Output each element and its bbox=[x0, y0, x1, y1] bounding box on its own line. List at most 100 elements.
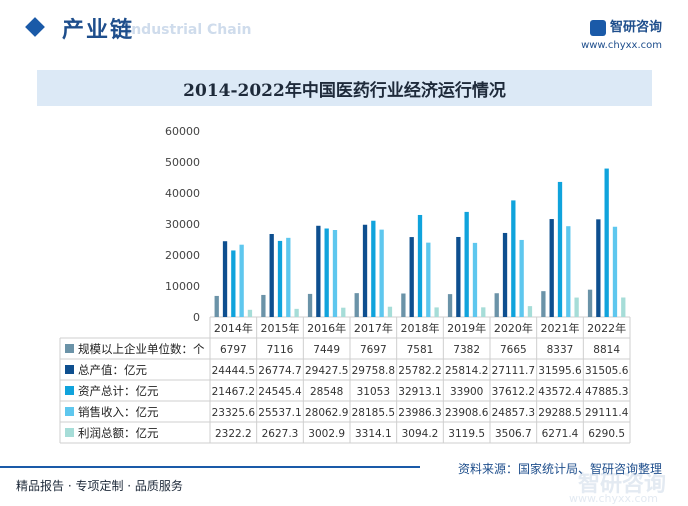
data-label: 25782.2 bbox=[398, 365, 441, 377]
bar bbox=[596, 219, 601, 317]
data-label: 29111.4 bbox=[585, 407, 629, 419]
bar bbox=[612, 226, 618, 317]
y-tick-label: 10000 bbox=[165, 280, 200, 293]
bar bbox=[502, 232, 508, 317]
data-label: 3314.1 bbox=[355, 428, 392, 440]
data-label: 32913.1 bbox=[398, 386, 441, 398]
data-label: 33900 bbox=[450, 386, 483, 398]
bar bbox=[494, 293, 499, 317]
data-label: 23908.6 bbox=[445, 407, 489, 419]
brand-name: 智研咨询 bbox=[609, 20, 662, 35]
bar bbox=[434, 307, 439, 317]
data-label: 29758.8 bbox=[352, 365, 395, 377]
bar bbox=[566, 226, 571, 317]
data-label: 7449 bbox=[313, 344, 340, 356]
series-name: 总产值：亿元 bbox=[78, 363, 147, 377]
data-label: 25537.1 bbox=[258, 407, 301, 419]
x-category-label: 2021年 bbox=[541, 321, 580, 335]
data-label: 24857.3 bbox=[492, 407, 535, 419]
legend-swatch bbox=[65, 365, 74, 374]
data-label: 3094.2 bbox=[402, 428, 439, 440]
data-label: 23325.6 bbox=[212, 407, 256, 419]
data-label: 27111.7 bbox=[492, 365, 535, 377]
data-label: 3002.9 bbox=[308, 428, 345, 440]
bar bbox=[387, 306, 393, 317]
bar bbox=[222, 241, 228, 317]
bar bbox=[464, 211, 469, 317]
bar bbox=[541, 291, 546, 317]
x-category-label: 2020年 bbox=[494, 321, 533, 335]
data-label: 7116 bbox=[267, 344, 294, 356]
legend-swatch bbox=[65, 344, 74, 353]
data-label: 3119.5 bbox=[448, 428, 485, 440]
bar bbox=[277, 240, 283, 317]
brand: 智研咨询 bbox=[589, 16, 662, 36]
y-tick-label: 60000 bbox=[165, 125, 200, 138]
bar bbox=[379, 229, 384, 317]
bar bbox=[527, 306, 533, 317]
y-tick-label: 20000 bbox=[165, 249, 200, 262]
brand-logo-icon bbox=[589, 19, 606, 36]
data-label: 28185.5 bbox=[352, 407, 395, 419]
header: Industrial Chain 产业链 智研咨询 www.chyxx.com bbox=[0, 0, 688, 62]
data-label: 6271.4 bbox=[542, 428, 579, 440]
bar bbox=[549, 219, 554, 317]
data-label: 26774.7 bbox=[258, 365, 301, 377]
data-label: 24444.5 bbox=[212, 365, 255, 377]
bar bbox=[354, 293, 359, 317]
data-label: 24545.4 bbox=[258, 386, 302, 398]
bar bbox=[587, 289, 593, 317]
data-label: 2322.2 bbox=[215, 428, 252, 440]
data-label: 6290.5 bbox=[588, 428, 625, 440]
section-subtitle: Industrial Chain bbox=[126, 22, 252, 38]
bar bbox=[362, 224, 368, 317]
x-category-label: 2015年 bbox=[261, 321, 300, 335]
bar bbox=[409, 237, 414, 317]
chart-title-bar: 2014-2022年中国医药行业经济运行情况 bbox=[37, 70, 652, 106]
data-label: 31595.6 bbox=[538, 365, 582, 377]
series-name: 资产总计：亿元 bbox=[78, 384, 159, 398]
data-label: 31053 bbox=[357, 386, 390, 398]
x-category-label: 2022年 bbox=[587, 321, 626, 335]
data-label: 3506.7 bbox=[495, 428, 532, 440]
chart-title: 2014-2022年中国医药行业经济运行情况 bbox=[183, 81, 506, 101]
bar bbox=[574, 297, 579, 317]
bar bbox=[557, 181, 563, 317]
data-label: 29427.5 bbox=[305, 365, 348, 377]
bar bbox=[231, 250, 236, 317]
data-label: 31505.6 bbox=[585, 365, 629, 377]
brand-url: www.chyxx.com bbox=[581, 40, 662, 51]
bar bbox=[481, 307, 486, 317]
bar bbox=[324, 228, 329, 317]
data-label: 47885.3 bbox=[585, 386, 628, 398]
data-label: 7665 bbox=[500, 344, 527, 356]
watermark-url: www.chyxx.com bbox=[568, 492, 658, 505]
series-name: 利润总额：亿元 bbox=[78, 426, 159, 440]
data-label: 25814.2 bbox=[445, 365, 488, 377]
bar bbox=[511, 200, 516, 317]
bar bbox=[341, 307, 346, 317]
data-label: 29288.5 bbox=[538, 407, 581, 419]
bar bbox=[472, 242, 478, 317]
x-category-label: 2016年 bbox=[307, 321, 346, 335]
series-name: 规模以上企业单位数：个 bbox=[78, 342, 205, 356]
data-label: 37612.2 bbox=[492, 386, 535, 398]
data-label: 43572.4 bbox=[538, 386, 582, 398]
x-category-label: 2019年 bbox=[447, 321, 486, 335]
bar bbox=[417, 214, 423, 317]
y-tick-label: 50000 bbox=[165, 156, 200, 169]
x-category-label: 2017年 bbox=[354, 321, 393, 335]
data-label: 7382 bbox=[453, 344, 480, 356]
bar bbox=[239, 244, 244, 317]
bar bbox=[447, 294, 453, 317]
bar bbox=[214, 295, 219, 317]
data-label: 28548 bbox=[310, 386, 343, 398]
legend-swatch bbox=[65, 428, 74, 437]
data-label: 2627.3 bbox=[262, 428, 299, 440]
series-name: 销售收入：亿元 bbox=[78, 405, 159, 419]
bar bbox=[456, 236, 461, 317]
bar bbox=[332, 230, 338, 317]
legend-swatch bbox=[65, 407, 74, 416]
y-tick-label: 30000 bbox=[165, 218, 200, 231]
